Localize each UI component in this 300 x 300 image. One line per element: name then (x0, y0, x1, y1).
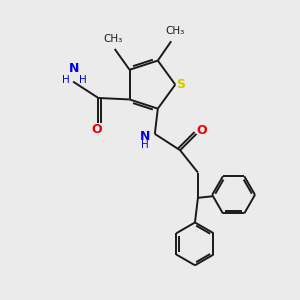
Text: N: N (140, 130, 151, 143)
Text: S: S (176, 78, 185, 91)
Text: H: H (62, 75, 70, 85)
Text: CH₃: CH₃ (165, 26, 184, 36)
Text: CH₃: CH₃ (103, 34, 123, 44)
Text: O: O (196, 124, 207, 137)
Text: O: O (91, 123, 102, 136)
Text: H: H (79, 75, 87, 85)
Text: H: H (141, 140, 149, 150)
Text: N: N (69, 62, 80, 75)
